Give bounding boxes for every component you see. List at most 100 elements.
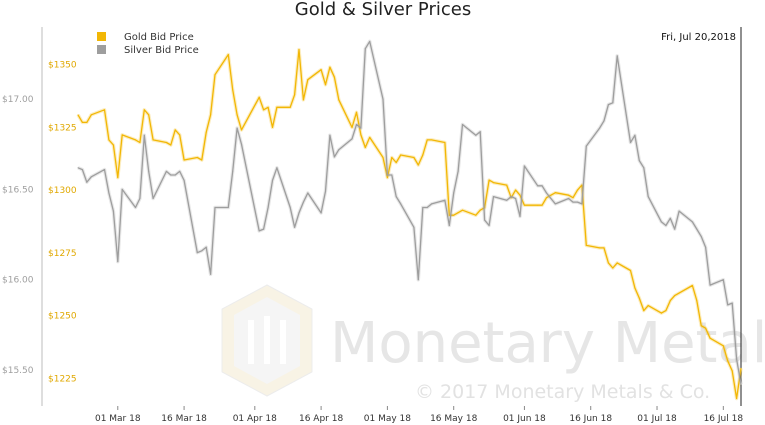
gold-data-point bbox=[302, 99, 305, 101]
silver-data-point bbox=[117, 261, 119, 263]
silver-data-point bbox=[205, 246, 207, 248]
gold-data-point bbox=[263, 109, 265, 111]
silver-data-point bbox=[448, 224, 450, 227]
silver-data-point bbox=[576, 201, 579, 203]
silver-data-point bbox=[338, 149, 340, 151]
gold-data-point bbox=[572, 197, 574, 199]
silver-data-point bbox=[568, 197, 570, 200]
gold-data-point bbox=[669, 299, 671, 302]
x-tick-label: 01 Jun 18 bbox=[503, 414, 546, 424]
gold-data-point bbox=[112, 144, 114, 146]
gold-data-point bbox=[643, 310, 645, 312]
gold-data-point bbox=[214, 74, 216, 76]
silver-data-point bbox=[400, 203, 402, 205]
silver-data-point bbox=[143, 134, 145, 136]
silver-data-point bbox=[271, 179, 274, 182]
silver-data-point bbox=[183, 179, 185, 182]
silver-data-point bbox=[475, 134, 477, 136]
gold-data-point bbox=[519, 194, 521, 196]
gold-data-point bbox=[139, 141, 141, 144]
silver-data-point bbox=[537, 185, 539, 187]
silver-data-point bbox=[700, 235, 702, 237]
silver-data-point bbox=[691, 221, 693, 223]
silver-data-point bbox=[519, 215, 521, 218]
watermark-logo-icon bbox=[221, 284, 313, 397]
silver-data-point bbox=[545, 192, 548, 194]
gold-data-point bbox=[647, 305, 649, 307]
gold-data-point bbox=[448, 214, 450, 216]
silver-data-point bbox=[514, 197, 517, 200]
silver-data-point bbox=[426, 206, 428, 209]
gold-data-point bbox=[196, 156, 198, 159]
gold-data-point bbox=[722, 345, 724, 347]
gold-data-point bbox=[148, 114, 150, 116]
gold-data-point bbox=[201, 159, 203, 161]
silver-data-point bbox=[298, 212, 300, 214]
gold-data-point bbox=[236, 114, 238, 116]
silver-data-point bbox=[660, 221, 663, 223]
x-tick-label: 01 Jul 18 bbox=[637, 414, 677, 424]
gold-data-point bbox=[705, 327, 707, 329]
silver-data-point bbox=[165, 170, 167, 172]
gold-data-point bbox=[179, 134, 181, 136]
silver-data-point bbox=[329, 134, 331, 136]
silver-data-point bbox=[267, 206, 269, 209]
x-tick-label: 16 Apr 18 bbox=[299, 414, 343, 424]
gold-data-point bbox=[210, 114, 212, 116]
gold-data-point bbox=[444, 141, 446, 144]
silver-data-point bbox=[351, 138, 353, 140]
gold-data-point bbox=[638, 297, 640, 299]
gold-data-point bbox=[607, 262, 610, 264]
silver-data-point bbox=[674, 228, 676, 230]
x-tick-label: 01 May 18 bbox=[364, 414, 412, 424]
x-tick-label: 16 Jun 18 bbox=[569, 414, 612, 424]
gold-data-point bbox=[709, 337, 711, 339]
x-tick-label: 01 Apr 18 bbox=[233, 414, 277, 424]
gold-data-point bbox=[700, 325, 702, 327]
silver-data-point bbox=[492, 196, 495, 198]
watermark: Monetary Metals © 2017 Monetary Metals &… bbox=[221, 284, 765, 403]
gold-data-point bbox=[431, 139, 433, 141]
gold-data-point bbox=[276, 106, 278, 108]
gold-data-point bbox=[386, 176, 388, 179]
gold-data-point bbox=[81, 121, 84, 123]
gold-data-point bbox=[232, 89, 234, 91]
gold-data-point bbox=[369, 136, 371, 139]
series-lines bbox=[76, 39, 743, 401]
gold-data-point bbox=[550, 194, 552, 196]
date-label: Fri, Jul 20,2018 bbox=[661, 32, 736, 43]
gold-tick-label: $1350 bbox=[48, 61, 77, 71]
silver-data-point bbox=[572, 201, 574, 203]
silver-data-point bbox=[616, 55, 618, 57]
gold-data-point bbox=[585, 244, 587, 246]
gold-data-point bbox=[165, 141, 167, 144]
gold-data-point bbox=[103, 109, 106, 111]
silver-data-point bbox=[709, 284, 711, 286]
x-tick-label: 01 Mar 18 bbox=[95, 414, 141, 424]
gold-data-point bbox=[735, 397, 738, 400]
gold-data-point bbox=[740, 367, 742, 369]
silver-data-point bbox=[77, 167, 79, 169]
gold-data-point bbox=[351, 126, 353, 128]
silver-data-point bbox=[634, 134, 636, 136]
silver-data-point bbox=[554, 203, 556, 205]
silver-data-point bbox=[457, 170, 459, 172]
silver-data-point bbox=[488, 224, 490, 227]
silver-data-point bbox=[705, 246, 707, 248]
gold-data-point bbox=[554, 192, 556, 194]
silver-data-point bbox=[121, 188, 123, 191]
gold-data-point bbox=[457, 212, 459, 214]
gold-data-point bbox=[514, 189, 517, 191]
silver-data-point bbox=[152, 197, 154, 200]
gold-data-point bbox=[541, 204, 543, 206]
silver-data-point bbox=[293, 226, 296, 228]
silver-data-point bbox=[665, 224, 667, 227]
gold-tick-label: $1225 bbox=[48, 374, 77, 384]
legend-label-gold: Gold Bid Price bbox=[124, 32, 194, 43]
gold-data-point bbox=[537, 204, 539, 206]
silver-data-point bbox=[289, 206, 291, 209]
gold-data-point bbox=[258, 96, 260, 98]
gold-data-point bbox=[727, 360, 729, 362]
gold-data-point bbox=[360, 134, 362, 136]
gold-data-point bbox=[298, 48, 300, 51]
